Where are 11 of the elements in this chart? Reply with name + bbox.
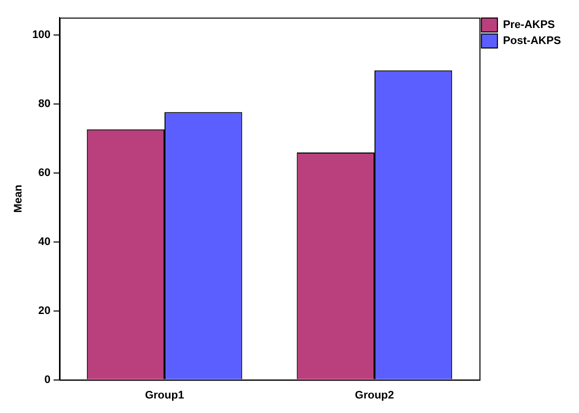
y-tick-label: 0: [44, 374, 51, 386]
y-tick-label: 100: [32, 28, 51, 41]
y-tick-label: 40: [38, 236, 51, 248]
y-tick-label: 20: [38, 304, 51, 317]
y-axis-title: Mean: [12, 184, 25, 213]
y-tick-label: 80: [38, 98, 51, 110]
legend-label: Pre-AKPS: [502, 19, 555, 32]
x-tick-label: Group2: [354, 389, 394, 402]
legend-label: Post-AKPS: [502, 35, 561, 48]
y-tick-label: 60: [38, 166, 51, 179]
x-tick-label: Group1: [144, 389, 184, 402]
